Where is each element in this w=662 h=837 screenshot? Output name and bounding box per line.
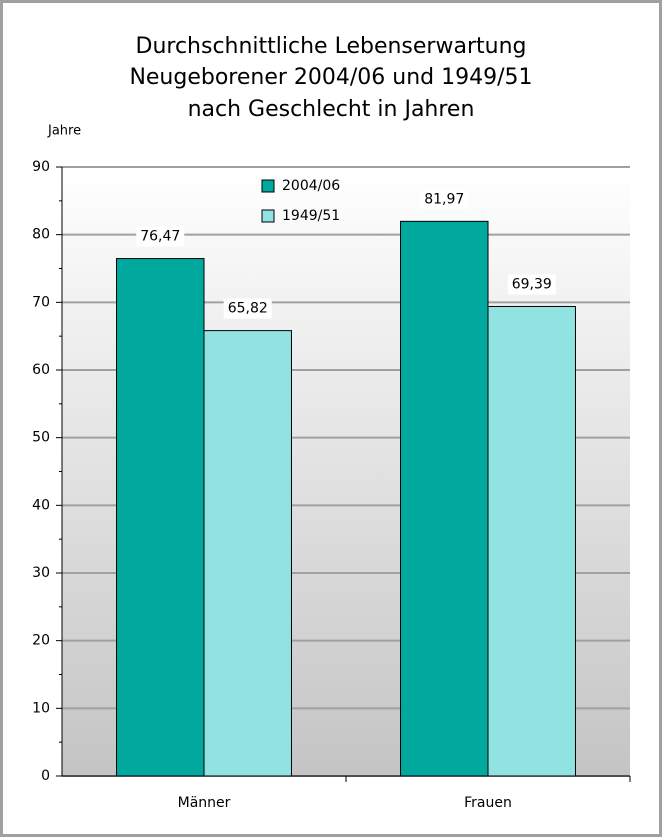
y-tick-label: 10 <box>32 700 50 716</box>
value-label-bg <box>420 189 469 210</box>
bar <box>400 220 489 777</box>
chart-title: Durchschnittliche Lebenserwartung <box>136 34 527 59</box>
value-label-bg <box>223 298 272 319</box>
bar <box>487 305 576 777</box>
y-tick-label: 0 <box>41 768 50 784</box>
chart-title: nach Geschlecht in Jahren <box>188 97 475 122</box>
value-label: 81,97 <box>424 191 464 207</box>
y-tick-label: 40 <box>32 497 50 513</box>
y-tick-label: 70 <box>32 294 50 310</box>
y-tick-label: 50 <box>32 430 50 446</box>
x-tick-label: Männer <box>178 795 231 811</box>
value-label-bg <box>136 226 185 247</box>
y-tick-label: 90 <box>32 159 50 175</box>
bar <box>203 330 292 777</box>
y-tick-label: 80 <box>32 227 50 243</box>
value-label: 69,39 <box>512 276 552 292</box>
value-label-bg <box>507 274 556 295</box>
legend-swatch <box>261 209 275 223</box>
y-tick-label: 20 <box>32 633 50 649</box>
y-axis-label: Jahre <box>47 124 81 139</box>
legend-label: 2004/06 <box>282 178 340 194</box>
legend-swatch <box>261 179 275 193</box>
bar <box>116 258 205 777</box>
legend-label: 1949/51 <box>282 208 340 224</box>
y-tick-label: 60 <box>32 362 50 378</box>
chart-title: Neugeborener 2004/06 und 1949/51 <box>129 65 532 90</box>
value-label: 76,47 <box>140 229 180 245</box>
x-tick-label: Frauen <box>464 795 512 811</box>
value-label: 65,82 <box>228 301 268 317</box>
y-tick-label: 30 <box>32 565 50 581</box>
